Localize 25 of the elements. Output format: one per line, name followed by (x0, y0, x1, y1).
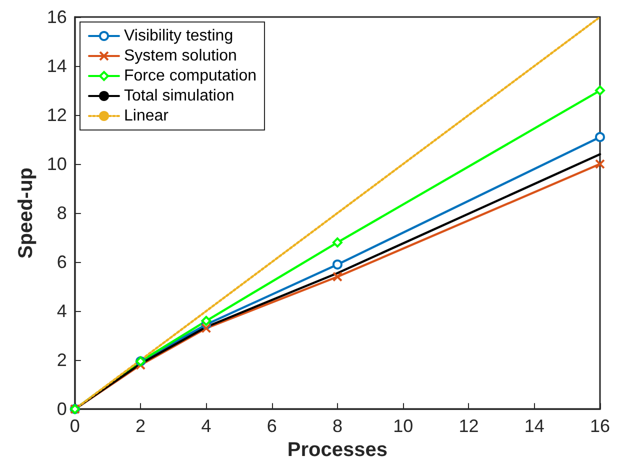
legend-label: Visibility testing (124, 28, 234, 44)
x-tick-label: 10 (393, 416, 414, 436)
x-tick-label: 8 (332, 416, 342, 436)
y-tick-label: 2 (56, 350, 67, 370)
legend-label: Force computation (124, 68, 257, 84)
y-tick-label: 6 (56, 252, 67, 272)
y-tick-label: 8 (56, 203, 67, 224)
x-tick-label: 16 (590, 416, 610, 436)
x-tick-label: 6 (266, 416, 277, 436)
y-tick-label: 16 (46, 7, 67, 27)
y-tick-label: 0 (56, 399, 67, 420)
x-tick-label: 14 (524, 416, 544, 436)
y-tick-label: 14 (46, 56, 67, 76)
legend-label: Linear (124, 108, 170, 124)
y-tick-label: 4 (56, 301, 67, 322)
legend-label: System solution (124, 48, 237, 64)
y-tick-label: 12 (46, 105, 67, 126)
x-axis-title: Processes (287, 439, 388, 461)
x-tick-label: 12 (458, 416, 479, 436)
legend-label: Total simulation (124, 88, 234, 104)
y-axis-title: Speed-up (15, 167, 37, 259)
x-tick-label: 4 (201, 416, 212, 436)
x-tick-label: 0 (70, 416, 80, 436)
y-tick-label: 10 (46, 154, 67, 174)
x-tick-label: 2 (136, 416, 146, 436)
